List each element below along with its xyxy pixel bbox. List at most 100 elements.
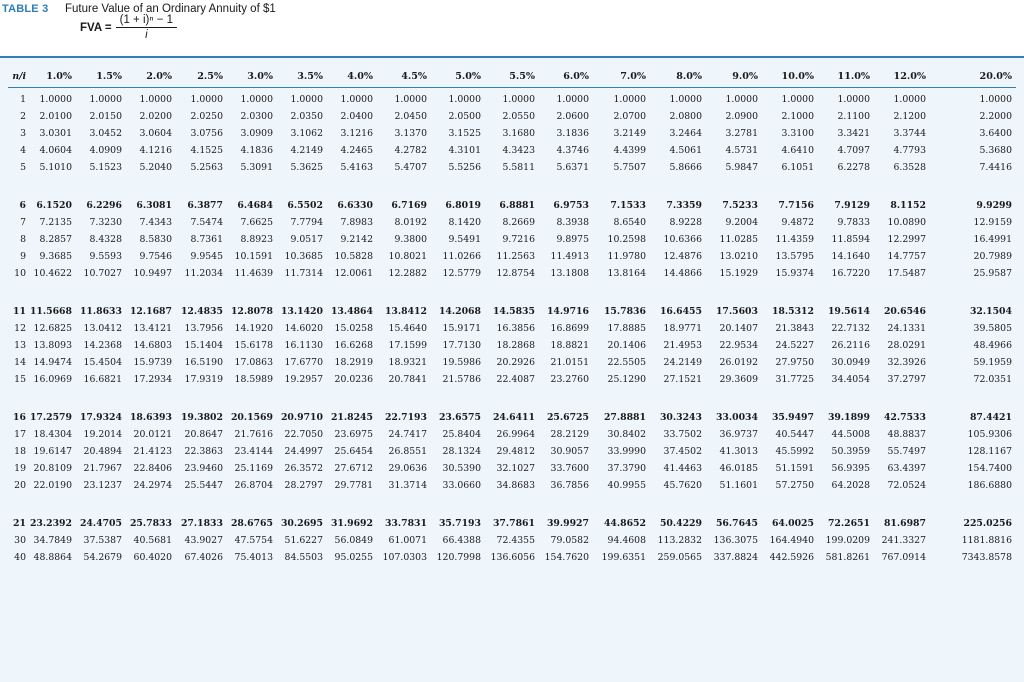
value-cell: 3.0452 (89, 128, 122, 139)
value-cell: 27.1833 (180, 518, 223, 529)
value-cell: 84.5503 (284, 552, 323, 563)
value-cell: 26.8551 (388, 446, 427, 457)
value-cell: 9.9545 (190, 251, 223, 262)
value-cell: 2.0450 (394, 111, 427, 122)
value-cell: 30.0949 (831, 357, 870, 368)
value-cell: 2.0150 (89, 111, 122, 122)
period-cell: 14 (14, 357, 26, 368)
value-cell: 20.7989 (973, 251, 1012, 262)
value-cell: 7.6625 (240, 217, 273, 228)
value-cell: 6.2296 (86, 200, 122, 211)
value-cell: 13.1420 (280, 306, 323, 317)
value-cell: 94.4608 (607, 535, 646, 546)
value-cell: 36.9737 (719, 429, 758, 440)
value-cell: 6.2278 (837, 162, 870, 173)
value-cell: 33.9990 (607, 446, 646, 457)
value-cell: 20.7841 (388, 374, 427, 385)
value-cell: 7.4343 (139, 217, 172, 228)
table-row: 10 10.4622 10.7027 10.9497 11.2034 11.4639 11.… (0, 266, 1024, 282)
value-cell: 10.2598 (607, 234, 646, 245)
value-cell: 4.5061 (669, 145, 702, 156)
value-cell: 581.8261 (825, 552, 870, 563)
value-cell: 2.1100 (837, 111, 870, 122)
value-cell: 6.3528 (893, 162, 926, 173)
value-cell: 442.5926 (769, 552, 814, 563)
rate-header: 1.5% (96, 71, 122, 82)
value-cell: 10.8021 (388, 251, 427, 262)
period-cell: 17 (14, 429, 26, 440)
value-cell: 11.0266 (442, 251, 481, 262)
value-cell: 44.5008 (831, 429, 870, 440)
value-cell: 25.5447 (184, 480, 223, 491)
value-cell: 1.0000 (837, 94, 870, 105)
rate-header: 5.5% (509, 71, 535, 82)
value-cell: 75.4013 (234, 552, 273, 563)
value-cell: 7.9129 (834, 200, 870, 211)
header-divider (8, 87, 1016, 88)
value-cell: 14.6020 (284, 323, 323, 334)
value-cell: 11.9780 (607, 251, 646, 262)
value-cell: 20.8109 (33, 463, 72, 474)
period-cell: 30 (14, 535, 26, 546)
period-cell: 2 (20, 111, 26, 122)
value-cell: 14.5835 (492, 306, 535, 317)
value-cell: 31.9692 (330, 518, 373, 529)
value-cell: 1.0000 (893, 94, 926, 105)
value-cell: 40.9955 (607, 480, 646, 491)
value-cell: 45.7620 (663, 480, 702, 491)
value-cell: 79.0582 (550, 535, 589, 546)
value-cell: 3.0301 (39, 128, 72, 139)
value-cell: 241.3327 (881, 535, 926, 546)
value-cell: 51.1601 (719, 480, 758, 491)
value-cell: 34.4054 (831, 374, 870, 385)
value-cell: 10.1591 (234, 251, 273, 262)
value-cell: 136.6056 (490, 552, 535, 563)
value-cell: 4.1525 (190, 145, 223, 156)
value-cell: 11.4359 (775, 234, 814, 245)
value-cell: 12.1687 (129, 306, 172, 317)
value-cell: 17.5603 (715, 306, 758, 317)
value-cell: 39.9927 (546, 518, 589, 529)
value-cell: 18.2919 (334, 357, 373, 368)
value-cell: 51.6227 (284, 535, 323, 546)
value-cell: 5.2040 (139, 162, 172, 173)
value-cell: 1181.8816 (961, 535, 1012, 546)
value-cell: 28.0291 (887, 340, 926, 351)
value-cell: 19.6147 (33, 446, 72, 457)
value-cell: 10.0890 (887, 217, 926, 228)
value-cell: 7.5474 (190, 217, 223, 228)
value-cell: 17.5487 (887, 268, 926, 279)
value-cell: 3.3100 (781, 128, 814, 139)
value-cell: 9.4872 (781, 217, 814, 228)
value-cell: 10.7027 (83, 268, 122, 279)
value-cell: 26.9964 (496, 429, 535, 440)
rate-header: 4.5% (401, 71, 427, 82)
value-cell: 8.1420 (448, 217, 481, 228)
value-cell: 337.8824 (713, 552, 758, 563)
value-cell: 72.4355 (496, 535, 535, 546)
value-cell: 4.1836 (240, 145, 273, 156)
value-cell: 18.2868 (496, 340, 535, 351)
value-cell: 22.4087 (496, 374, 535, 385)
value-cell: 13.1808 (550, 268, 589, 279)
value-cell: 2.0350 (290, 111, 323, 122)
value-cell: 16.4991 (973, 234, 1012, 245)
value-cell: 25.1169 (234, 463, 273, 474)
value-cell: 12.0061 (334, 268, 373, 279)
value-cell: 225.0256 (963, 518, 1012, 529)
table-row: 12 12.6825 13.0412 13.4121 13.7956 14.1920 14.… (0, 321, 1024, 337)
value-cell: 259.0565 (657, 552, 702, 563)
value-cell: 7.2135 (39, 217, 72, 228)
value-cell: 9.7833 (837, 217, 870, 228)
value-cell: 12.2882 (388, 268, 427, 279)
value-cell: 7.1533 (610, 200, 646, 211)
value-cell: 5.4163 (340, 162, 373, 173)
value-cell: 1.0000 (394, 94, 427, 105)
value-cell: 18.6393 (129, 412, 172, 423)
value-cell: 5.5811 (502, 162, 535, 173)
period-cell: 13 (14, 340, 26, 351)
value-cell: 9.7546 (139, 251, 172, 262)
value-cell: 1.0000 (139, 94, 172, 105)
value-cell: 9.2004 (725, 217, 758, 228)
value-cell: 87.4421 (969, 412, 1012, 423)
